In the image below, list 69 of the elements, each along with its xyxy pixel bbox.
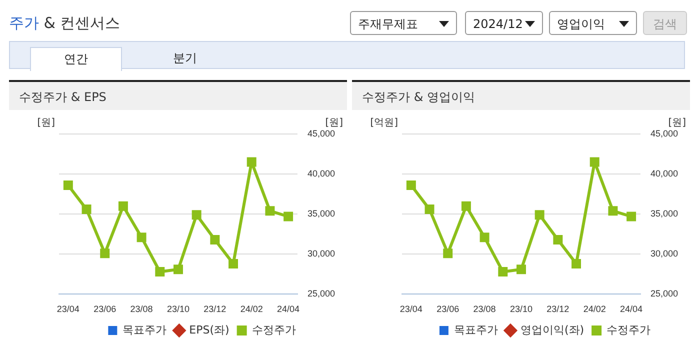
x-tick-label: 23/10 <box>166 304 190 314</box>
legend-label: 수정주가 <box>606 323 651 336</box>
point <box>82 204 92 214</box>
point <box>626 212 636 222</box>
text: 분기 <box>172 50 198 67</box>
point <box>443 248 453 258</box>
x-tick-label: 24/02 <box>583 304 606 314</box>
point <box>155 267 165 277</box>
point <box>553 234 563 244</box>
legend-label: 목표주가 <box>122 323 167 336</box>
y-axis-title: [억원] <box>370 118 398 129</box>
text: 연간 <box>30 47 122 71</box>
x-tick-label: 23/10 <box>510 304 532 314</box>
y2-tick-label: 35,000 <box>650 208 678 219</box>
text: 2024/12 <box>473 17 523 31</box>
y2-axis-title: [원] <box>325 118 344 129</box>
legend-label: 수정주가 <box>252 323 296 336</box>
point <box>406 180 416 190</box>
x-tick-label: 24/02 <box>240 304 263 314</box>
x-tick-label: 23/06 <box>94 304 116 314</box>
x-tick-label: 23/08 <box>473 304 496 314</box>
point <box>516 264 526 274</box>
point <box>173 264 183 274</box>
x-tick-label: 23/04 <box>400 304 422 314</box>
y2-tick-label: 25,000 <box>307 288 336 299</box>
y2-tick-label: 45,000 <box>307 128 336 138</box>
x-tick-label: 23/04 <box>56 304 80 314</box>
point <box>118 201 128 211</box>
text: 주가 & 컨센서스 <box>9 14 120 33</box>
text: 주재무제표 <box>358 17 418 31</box>
y2-tick-label: 40,000 <box>650 168 678 179</box>
y2-tick-label: 40,000 <box>307 168 336 179</box>
chart-title: 수정주가 & 영업이익 <box>352 80 690 110</box>
x-tick-label: 23/08 <box>130 304 153 314</box>
legend-label: 영업이익(좌) <box>520 323 584 336</box>
point <box>192 210 202 220</box>
point <box>63 180 73 190</box>
point <box>100 248 110 258</box>
y2-tick-label: 45,000 <box>650 128 678 138</box>
y2-tick-label: 25,000 <box>650 288 678 299</box>
point <box>228 259 238 269</box>
y2-tick-label: 35,000 <box>307 208 336 219</box>
point <box>498 267 508 277</box>
point <box>608 206 618 216</box>
point <box>572 259 582 269</box>
y2-tick-label: 30,000 <box>650 248 678 259</box>
point <box>284 212 294 222</box>
point <box>424 204 434 214</box>
x-tick-label: 23/12 <box>546 304 570 314</box>
point <box>136 232 146 242</box>
chart-title: 수정주가 & EPS <box>9 80 347 110</box>
point <box>265 206 275 216</box>
point <box>534 210 544 220</box>
x-tick-label: 24/04 <box>277 304 300 314</box>
point <box>210 234 220 244</box>
point <box>246 157 256 167</box>
y2-axis-title: [원] <box>668 118 686 129</box>
x-tick-label: 23/06 <box>436 304 460 314</box>
point <box>480 232 490 242</box>
text: 검색 <box>643 11 687 35</box>
point <box>461 201 471 211</box>
x-tick-label: 24/04 <box>620 304 643 314</box>
y2-tick-label: 30,000 <box>307 248 336 259</box>
legend-label: EPS(좌) <box>189 323 230 336</box>
legend-label: 목표주가 <box>454 323 498 336</box>
text: 영업이익 <box>557 17 605 31</box>
x-tick-label: 23/12 <box>204 304 226 314</box>
point <box>590 157 600 167</box>
y-axis-title: [원] <box>37 118 56 129</box>
